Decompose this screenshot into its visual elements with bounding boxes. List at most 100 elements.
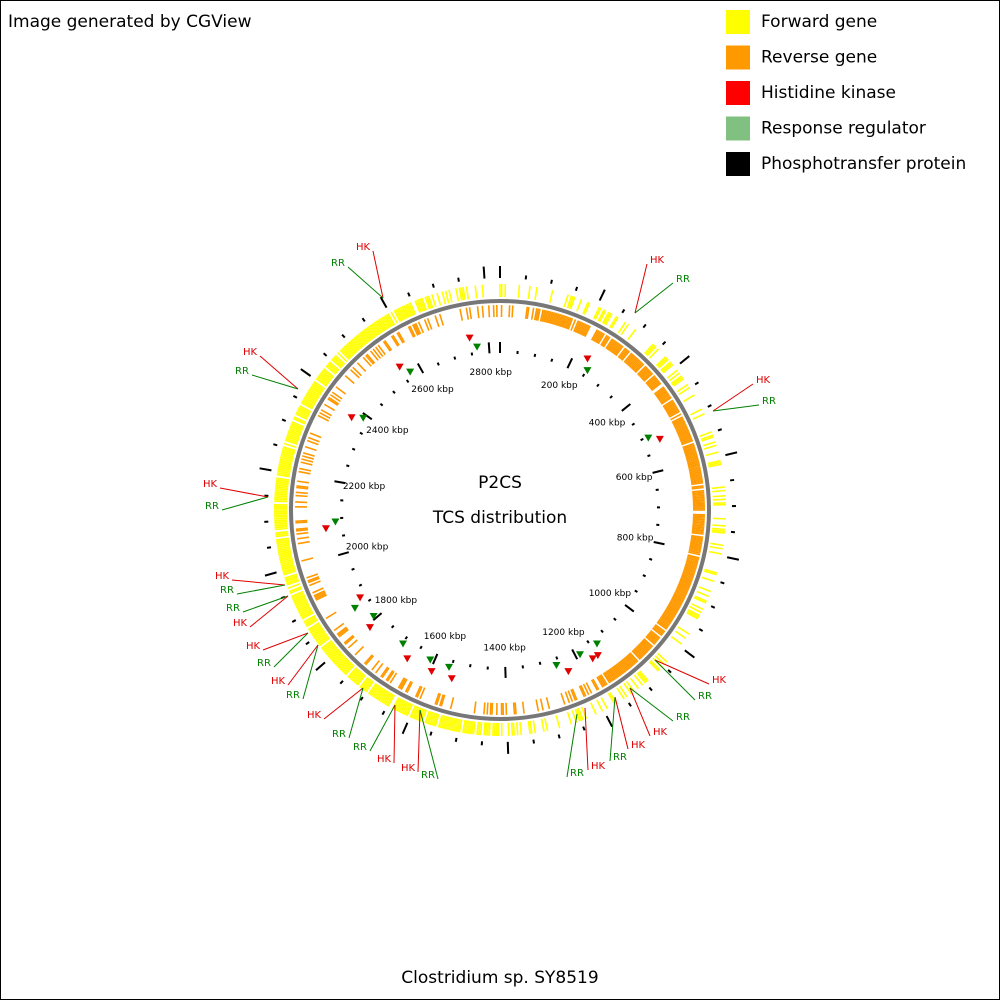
reverse-gene [317,414,330,422]
forward-gene [566,711,573,725]
inner-tick [652,469,664,474]
forward-gene [470,721,475,735]
forward-gene [349,339,360,351]
reverse-gene [676,426,688,433]
forward-gene [711,486,725,490]
inner-tick [538,661,542,666]
callout-line [634,263,648,314]
tcs-marker [426,656,435,664]
reverse-gene [643,372,654,382]
reverse-gene [660,616,671,625]
forward-gene [398,307,406,320]
callout-label: HK [653,727,668,738]
outer-tick [726,556,740,561]
callout-line [712,404,760,412]
reverse-gene [689,543,702,548]
reverse-gene [604,671,612,683]
reverse-gene [648,378,659,388]
reverse-gene [301,557,314,562]
forward-gene [385,314,394,327]
forward-gene [274,489,288,493]
forward-gene [694,595,708,603]
reverse-gene [299,467,312,472]
forward-gene [711,530,725,534]
forward-gene [285,576,299,583]
reverse-gene [372,348,382,359]
forward-gene [367,325,377,338]
forward-gene [295,599,308,607]
reverse-gene [653,625,665,634]
inner-tick [550,358,554,362]
forward-gene [708,550,722,555]
forward-gene [348,341,359,352]
inner-tick [351,447,356,451]
forward-gene [486,722,490,736]
inner-tick [372,612,383,622]
reverse-gene [685,455,698,460]
tcs-marker [575,651,584,659]
outer-tick [300,368,312,377]
forward-gene [476,721,480,735]
reverse-gene [573,320,580,332]
forward-gene [677,626,690,635]
forward-gene [333,356,345,367]
legend-label: Phosphotransfer protein [761,154,966,174]
outer-tick [431,283,435,288]
outer-tick [717,428,723,432]
reverse-gene [682,570,695,576]
forward-gene [275,484,289,488]
ruler-label: 1600 kbp [424,632,467,642]
forward-gene [576,708,583,722]
reverse-gene [601,335,610,347]
reverse-gene [632,649,643,659]
forward-gene [406,303,414,317]
reverse-gene [657,620,669,629]
forward-gene [299,608,313,617]
reverse-gene [596,676,604,688]
reverse-gene [413,323,420,336]
reverse-gene [685,563,698,568]
forward-gene [344,664,355,676]
forward-gene [687,610,700,619]
forward-gene [510,722,514,736]
footer: Clostridium sp. SY8519 [401,968,598,988]
callout-label: HK [650,255,665,266]
ruler-label: 600 kbp [616,473,653,483]
reverse-gene [314,591,326,599]
reverse-gene [597,333,606,345]
inner-tick [390,624,395,629]
forward-gene [404,703,412,716]
ruler-label: 1800 kbp [375,596,418,606]
forward-gene [456,719,461,733]
forward-gene [661,362,673,373]
reverse-gene [354,645,365,656]
forward-gene [583,302,591,315]
reverse-gene [329,394,341,403]
reverse-gene [514,702,517,715]
outer-tick [648,686,653,692]
forward-gene [304,616,317,625]
reverse-gene [615,345,624,357]
reverse-gene [631,650,641,660]
reverse-gene [594,331,603,343]
reverse-gene [672,419,685,426]
forward-gene [337,352,348,363]
forward-gene [479,722,483,736]
reverse-gene [577,322,584,334]
reverse-gene [670,413,682,421]
reverse-gene [689,542,703,547]
reverse-gene [633,648,644,658]
forward-gene [648,661,660,672]
legend-swatch [726,10,750,34]
forward-gene [449,717,455,731]
forward-gene [325,365,337,375]
tcs-marker [445,663,454,671]
reverse-gene [621,659,631,670]
forward-gene [390,311,399,324]
forward-gene [568,295,574,309]
outer-tick [725,451,738,457]
inner-tick [621,403,631,412]
reverse-gene [652,627,663,637]
forward-gene [427,711,434,725]
reverse-gene [642,371,653,381]
